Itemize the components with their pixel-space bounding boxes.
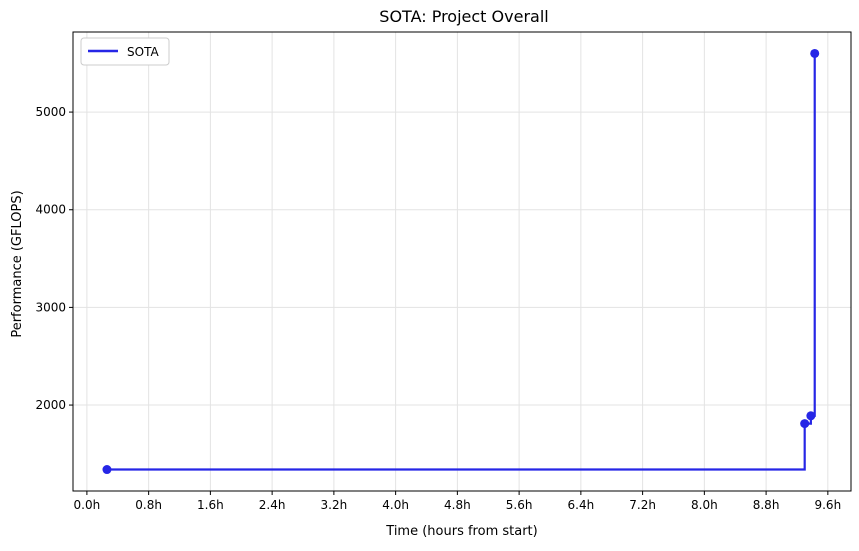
series-line-sota — [106, 53, 816, 471]
legend: SOTA — [80, 37, 170, 66]
legend-label-sota: SOTA — [127, 45, 159, 59]
x-tick-label: 6.4h — [568, 498, 595, 512]
y-tick-label: 5000 — [35, 105, 66, 119]
x-tick-label: 0.0h — [74, 498, 101, 512]
data-point — [810, 48, 820, 58]
x-tick-label: 4.0h — [382, 498, 409, 512]
x-tick-label: 5.6h — [506, 498, 533, 512]
x-tick-label: 2.4h — [259, 498, 286, 512]
x-tick-label: 8.8h — [753, 498, 780, 512]
x-tick-label: 8.0h — [691, 498, 718, 512]
x-tick-label: 9.6h — [814, 498, 841, 512]
data-point — [806, 411, 816, 421]
x-tick-label: 0.8h — [135, 498, 162, 512]
x-tick-label: 3.2h — [321, 498, 348, 512]
y-tick-label: 3000 — [35, 300, 66, 314]
x-axis-label: Time (hours from start) — [385, 524, 537, 539]
x-tick-label: 4.8h — [444, 498, 471, 512]
data-point — [800, 419, 810, 429]
plot-frame — [72, 31, 852, 492]
y-axis-label: Performance (GFLOPS) — [10, 190, 25, 337]
chart-title: SOTA: Project Overall — [379, 7, 548, 26]
axes — [72, 31, 852, 492]
y-tick-label: 4000 — [35, 203, 66, 217]
x-tick-label: 1.6h — [197, 498, 224, 512]
legend-box — [80, 37, 170, 66]
grid — [73, 32, 851, 491]
y-tick-label: 2000 — [35, 398, 66, 412]
x-tick-label: 7.2h — [629, 498, 656, 512]
data-point — [102, 465, 112, 475]
x-axis-ticks: 0.0h 0.8h 1.6h 2.4h 3.2h 4.0h 4.8h 5.6h 6.4h 7.2h… — [74, 491, 841, 512]
series-layer — [102, 48, 820, 475]
y-axis-ticks: 2000 3000 4000 5000 — [35, 105, 73, 412]
